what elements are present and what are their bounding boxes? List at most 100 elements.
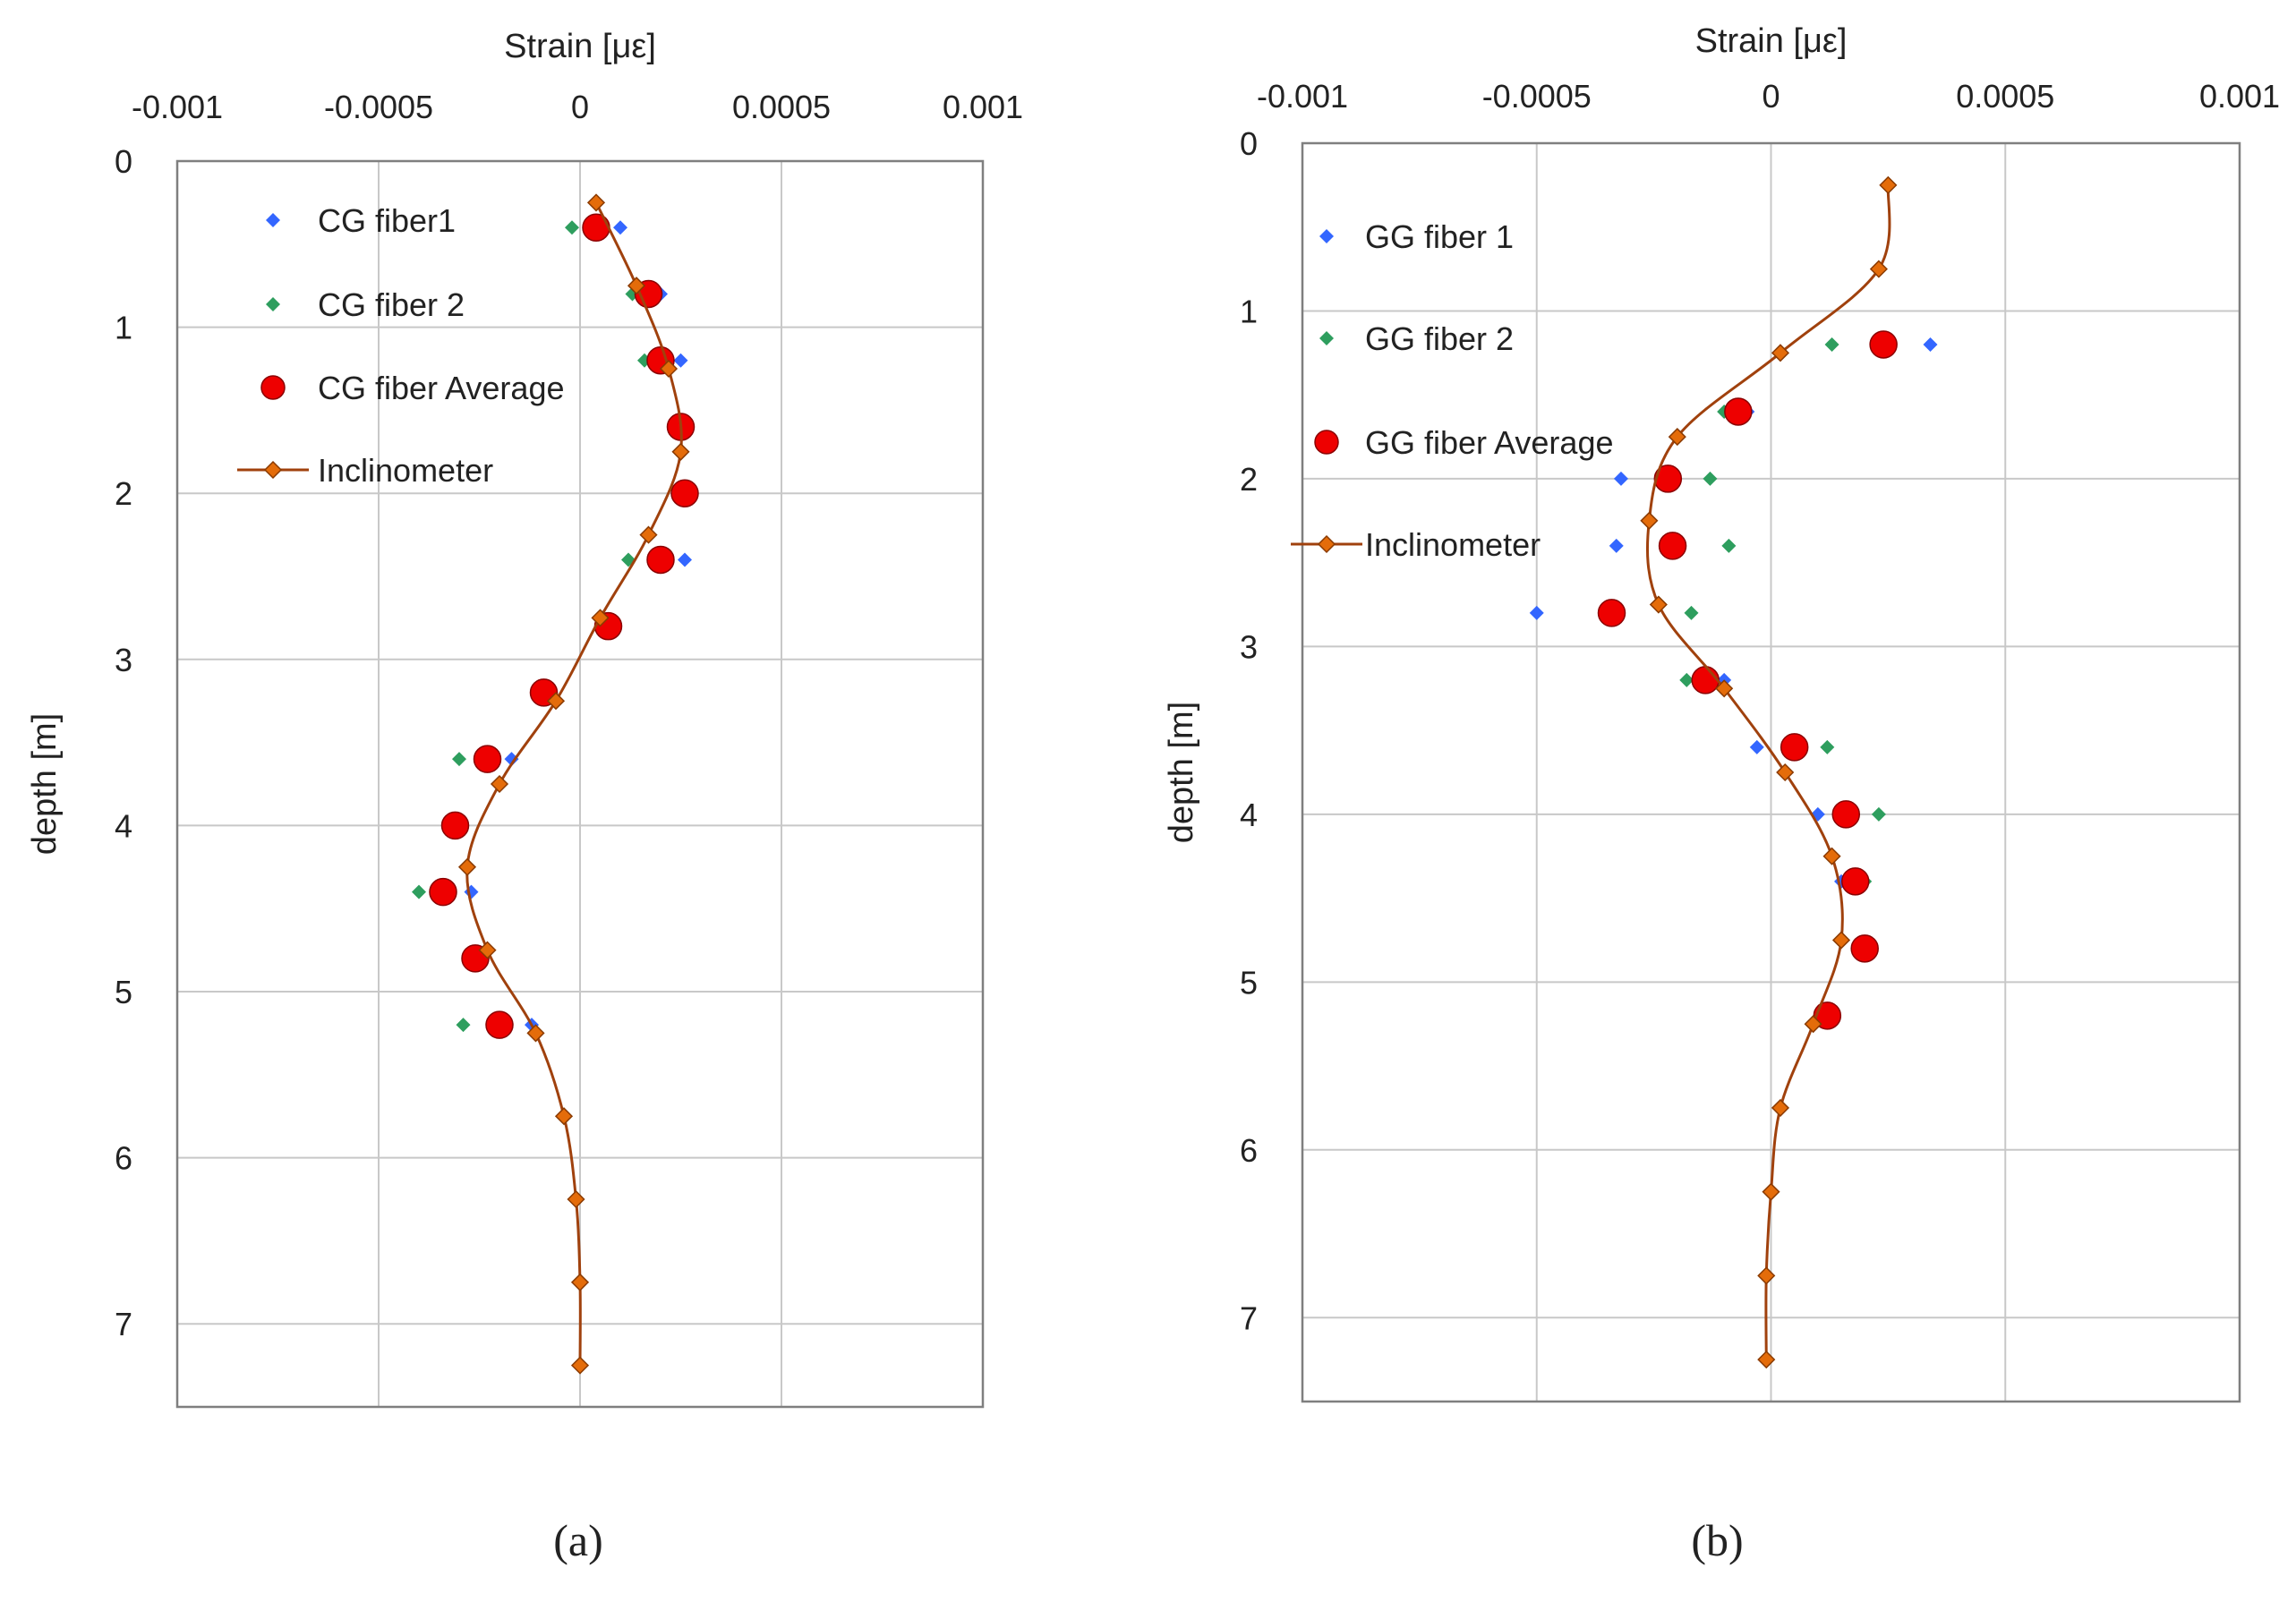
x-tick-label: 0.001 <box>943 89 1023 125</box>
y-axis-title: depth [m] <box>1163 702 1200 843</box>
average-point <box>1831 800 1861 829</box>
legend-label: GG fiber Average <box>1365 424 1614 461</box>
legend-label: Inclinometer <box>1365 526 1541 563</box>
y-tick-label: 5 <box>1240 964 1258 1001</box>
y-tick-label: 4 <box>115 807 132 844</box>
y-tick-label: 7 <box>1240 1299 1258 1336</box>
inclinometer-point <box>1831 931 1851 950</box>
inclinometer-point <box>554 1107 574 1126</box>
legend-label: Inclinometer <box>318 452 493 489</box>
inclinometer-point <box>1776 763 1795 782</box>
legend-marker <box>266 297 280 311</box>
x-tick-label: 0.0005 <box>732 89 831 125</box>
x-tick-label: 0.001 <box>2199 78 2280 115</box>
average-point <box>1813 1001 1842 1030</box>
y-tick-label: 0 <box>1240 125 1258 162</box>
series-cg-fiber1 <box>464 220 692 1033</box>
average-point <box>1691 666 1720 694</box>
y-tick-label: 6 <box>115 1140 132 1177</box>
legend-label: GG fiber 1 <box>1365 218 1514 255</box>
inclinometer-point <box>1715 679 1734 698</box>
legend-marker <box>1314 430 1339 455</box>
fiber-point <box>412 884 426 899</box>
legend-marker <box>260 375 286 400</box>
y-tick-label: 3 <box>115 642 132 678</box>
panel-a: -0.001 -0.0005 0 0.0005 0.001 0 1 2 3 4 5 6 7 Strain … <box>26 28 1023 1565</box>
y-tick-label: 2 <box>115 475 132 512</box>
fiber-point <box>456 1018 471 1033</box>
y-tick-label: 0 <box>115 143 132 180</box>
panel-b: -0.001 -0.0005 0 0.0005 0.001 0 1 2 3 4 5 6 7 Strain … <box>1163 22 2280 1565</box>
plot-area-frame <box>1301 141 2241 1403</box>
inclinometer-point <box>546 692 566 711</box>
y-tick-label: 7 <box>115 1306 132 1342</box>
y-tick-label: 5 <box>115 974 132 1010</box>
average-point <box>1780 733 1809 762</box>
inclinometer-point <box>671 442 690 461</box>
inclinometer-point <box>591 609 610 627</box>
fiber-point <box>1923 337 1938 352</box>
x-tick-label: -0.0005 <box>1482 78 1592 115</box>
plot-area-frame <box>175 159 985 1409</box>
inclinometer-point <box>659 359 679 379</box>
y-axis-title: depth [m] <box>26 713 64 855</box>
fiber-point <box>1613 471 1628 486</box>
series-inclinometer <box>1640 175 1898 1369</box>
legend-marker <box>1319 331 1334 345</box>
fiber-point <box>565 220 579 235</box>
legend-marker <box>266 213 280 227</box>
average-point <box>440 811 470 840</box>
inclinometer-point <box>570 1273 590 1291</box>
average-point <box>646 545 675 575</box>
y-tick-label: 1 <box>115 310 132 346</box>
x-axis-title: Strain [με] <box>1695 22 1848 60</box>
legend-label: CG fiber 2 <box>318 286 465 323</box>
inclinometer-point <box>627 277 646 295</box>
panel-label: (b) <box>1691 1515 1743 1565</box>
y-tick-label: 6 <box>1240 1132 1258 1169</box>
average-point <box>670 479 699 507</box>
inclinometer-point <box>586 193 606 212</box>
inclinometer-point <box>1640 511 1659 530</box>
fiber-point <box>464 884 479 899</box>
inclinometer-point <box>457 857 477 876</box>
fiber-point <box>673 353 688 368</box>
x-tick-label: -0.0005 <box>324 89 433 125</box>
legend: CG fiber1 CG fiber 2 CG fiber Average Incli… <box>237 202 564 489</box>
fiber-point <box>1679 672 1694 687</box>
y-tick-label: 4 <box>1240 797 1258 833</box>
legend-label: CG fiber Average <box>318 370 564 406</box>
inclinometer-point <box>1869 260 1888 278</box>
x-tick-label: 0.0005 <box>1956 78 2054 115</box>
y-tick-label: 1 <box>1240 293 1258 329</box>
fiber-point <box>1609 538 1624 553</box>
x-tick-label: -0.001 <box>1257 78 1348 115</box>
average-point <box>1869 330 1898 359</box>
inclinometer-point <box>1668 428 1686 447</box>
fiber-point <box>1684 605 1699 620</box>
inclinometer-point <box>639 525 658 544</box>
inclinometer-point <box>490 774 509 794</box>
x-axis-title: Strain [με] <box>504 28 656 65</box>
inclinometer-line <box>1645 184 1891 1360</box>
inclinometer-point <box>1771 344 1790 362</box>
legend-marker <box>263 460 283 480</box>
x-tick-label: -0.001 <box>132 89 223 125</box>
y-tick-label: 2 <box>1240 461 1258 498</box>
average-point <box>1597 599 1626 627</box>
inclinometer-point <box>1757 1351 1776 1369</box>
legend-label: GG fiber 2 <box>1365 320 1514 357</box>
series-gg-fiber-average <box>1597 330 1898 1030</box>
average-point <box>1653 464 1683 493</box>
average-point <box>1724 397 1753 426</box>
average-point <box>1850 934 1879 963</box>
inclinometer-point <box>1762 1182 1780 1201</box>
average-point <box>582 213 610 242</box>
fiber-point <box>1529 605 1544 620</box>
fiber-point <box>1703 471 1718 486</box>
fiber-point <box>1871 806 1886 822</box>
average-point <box>473 745 502 773</box>
inclinometer-point <box>526 1024 545 1043</box>
fiber-point <box>1820 739 1835 754</box>
fiber-point <box>1824 337 1839 352</box>
